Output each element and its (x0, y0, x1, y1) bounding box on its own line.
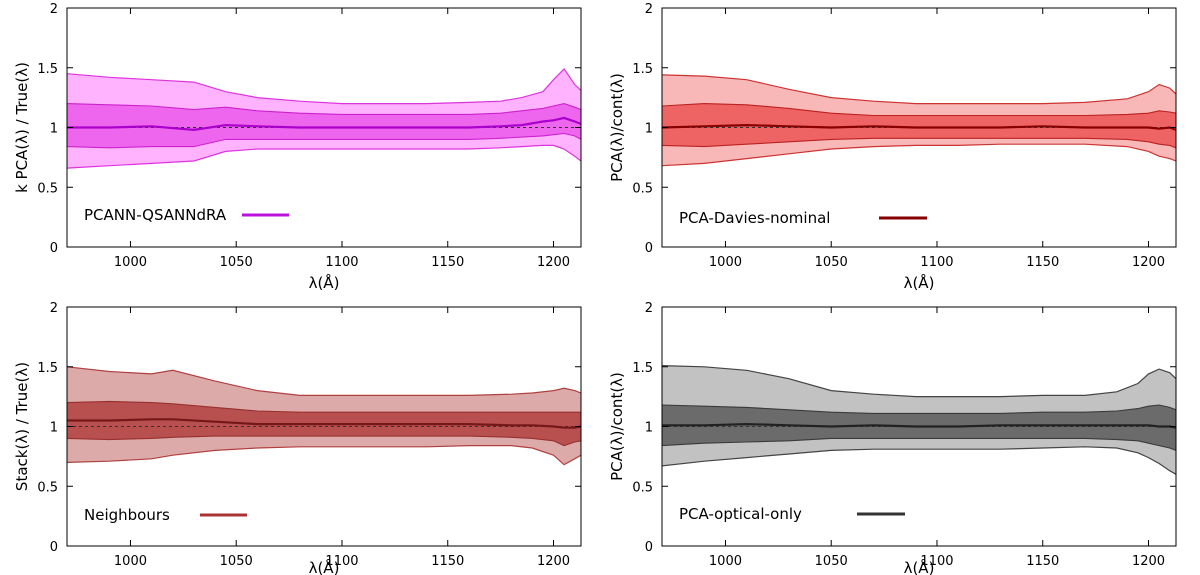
inner-band-upper-edge (67, 103, 581, 115)
inner-band-upper-edge (67, 400, 581, 413)
y-tick-label: 1.5 (632, 361, 653, 376)
x-tick-label: 1200 (537, 554, 570, 569)
x-tick-label: 1100 (325, 554, 358, 569)
x-tick-label: 1150 (1026, 554, 1059, 569)
outer-band-lower-edge (662, 446, 1176, 475)
x-tick-label: 1050 (815, 255, 848, 270)
inner-band-lower-edge (662, 137, 1176, 149)
x-tick-label: 1150 (1026, 255, 1059, 270)
outer-band-upper-edge (662, 365, 1176, 398)
panel-3: 1000 1050 1100 1150 1200 0 0.5 1 1.5 2 λ(Å) Stack(λ… (13, 301, 582, 575)
plot-area (662, 365, 1176, 475)
panel-2: 1000 1050 1100 1150 1200 0 0.5 1 1.5 2 λ(Å) PCA(λ)/… (608, 2, 1177, 292)
y-tick-label: 0.5 (632, 480, 653, 495)
y-tick-label: 0 (50, 540, 58, 555)
median-line (67, 418, 581, 429)
x-tick-label: 1100 (920, 255, 953, 270)
median-line (67, 116, 581, 132)
x-tick-label: 1150 (431, 255, 464, 270)
y-tick-label: 0 (50, 241, 58, 256)
y-tick-label: 0.5 (37, 480, 58, 495)
x-tick-label: 1000 (709, 255, 742, 270)
x-axis-label: λ(Å) (904, 558, 935, 575)
x-tick-label: 1000 (709, 554, 742, 569)
y-tick-label: 1.5 (37, 62, 58, 77)
y-tick-label: 0.5 (37, 181, 58, 196)
y-tick-label: 1 (645, 122, 653, 137)
x-tick-label: 1000 (114, 554, 147, 569)
legend-label: PCA-Davies-nominal (679, 209, 830, 227)
legend-label: PCA-optical-only (679, 505, 802, 523)
x-tick-label: 1000 (114, 255, 147, 270)
outer-band-upper-edge (662, 74, 1176, 105)
y-axis-label: PCA(λ)/cont(λ) (608, 73, 626, 182)
y-tick-label: 1 (50, 122, 58, 137)
x-tick-label: 1050 (220, 554, 253, 569)
legend-label: Neighbours (84, 506, 170, 524)
x-axis-label: λ(Å) (309, 558, 340, 575)
plot-area (67, 67, 581, 169)
y-tick-label: 2 (645, 2, 653, 17)
inner-band-lower-edge (662, 437, 1176, 451)
y-tick-label: 0 (645, 540, 653, 555)
inner-band (662, 405, 1176, 451)
y-tick-label: 0 (645, 241, 653, 256)
median-line (662, 422, 1176, 429)
y-tick-label: 0.5 (632, 181, 653, 196)
y-axis-label: PCA(λ)/cont(λ) (608, 372, 626, 481)
x-tick-label: 1100 (325, 255, 358, 270)
outer-band-lower-edge (662, 143, 1176, 167)
y-tick-label: 1.5 (632, 62, 653, 77)
inner-band-lower-edge (67, 132, 581, 149)
inner-band-lower-edge (67, 435, 581, 447)
inner-band (662, 103, 1176, 148)
y-axis-label: k PCA(λ) / True(λ) (13, 62, 31, 193)
outer-band-upper-edge (67, 67, 581, 105)
y-tick-label: 1 (50, 421, 58, 436)
panel-1: 1000 1050 1100 1150 1200 0 0.5 1 1.5 2 λ(Å) k PCA(λ… (13, 2, 582, 292)
y-tick-label: 2 (645, 301, 653, 316)
outer-band-upper-edge (67, 366, 581, 396)
outer-band-lower-edge (67, 144, 581, 169)
x-tick-label: 1050 (815, 554, 848, 569)
x-tick-label: 1150 (431, 554, 464, 569)
legend-label: PCANN-QSANNdRA (84, 206, 227, 224)
x-tick-label: 1200 (1132, 255, 1165, 270)
x-tick-label: 1100 (920, 554, 953, 569)
y-axis-label: Stack(λ) / True(λ) (13, 362, 31, 491)
plot-area (662, 74, 1176, 167)
plot-area (67, 366, 581, 466)
outer-band-lower-edge (67, 445, 581, 466)
x-axis-label: λ(Å) (309, 273, 340, 292)
inner-band-upper-edge (662, 404, 1176, 414)
inner-band-upper-edge (662, 103, 1176, 117)
x-tick-label: 1200 (537, 255, 570, 270)
y-tick-label: 1 (645, 421, 653, 436)
y-tick-label: 2 (50, 301, 58, 316)
panel-4: 1000 1050 1100 1150 1200 0 0.5 1 1.5 2 λ(Å) PCA(λ)/… (608, 301, 1177, 575)
x-axis-label: λ(Å) (904, 273, 935, 292)
x-tick-label: 1200 (1132, 554, 1165, 569)
median-line (662, 123, 1176, 131)
y-tick-label: 1.5 (37, 361, 58, 376)
y-tick-label: 2 (50, 2, 58, 17)
x-tick-label: 1050 (220, 255, 253, 270)
